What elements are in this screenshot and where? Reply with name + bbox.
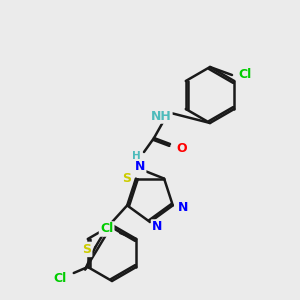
Text: N: N [135,160,145,173]
Text: H: H [132,151,140,161]
Text: NH: NH [151,110,171,122]
Text: O: O [176,142,187,154]
Text: N: N [178,201,188,214]
Text: Cl: Cl [53,272,67,286]
Text: S: S [82,243,91,256]
Text: S: S [122,172,131,185]
Text: Cl: Cl [238,68,251,82]
Text: N: N [152,220,162,233]
Text: Cl: Cl [100,223,113,236]
